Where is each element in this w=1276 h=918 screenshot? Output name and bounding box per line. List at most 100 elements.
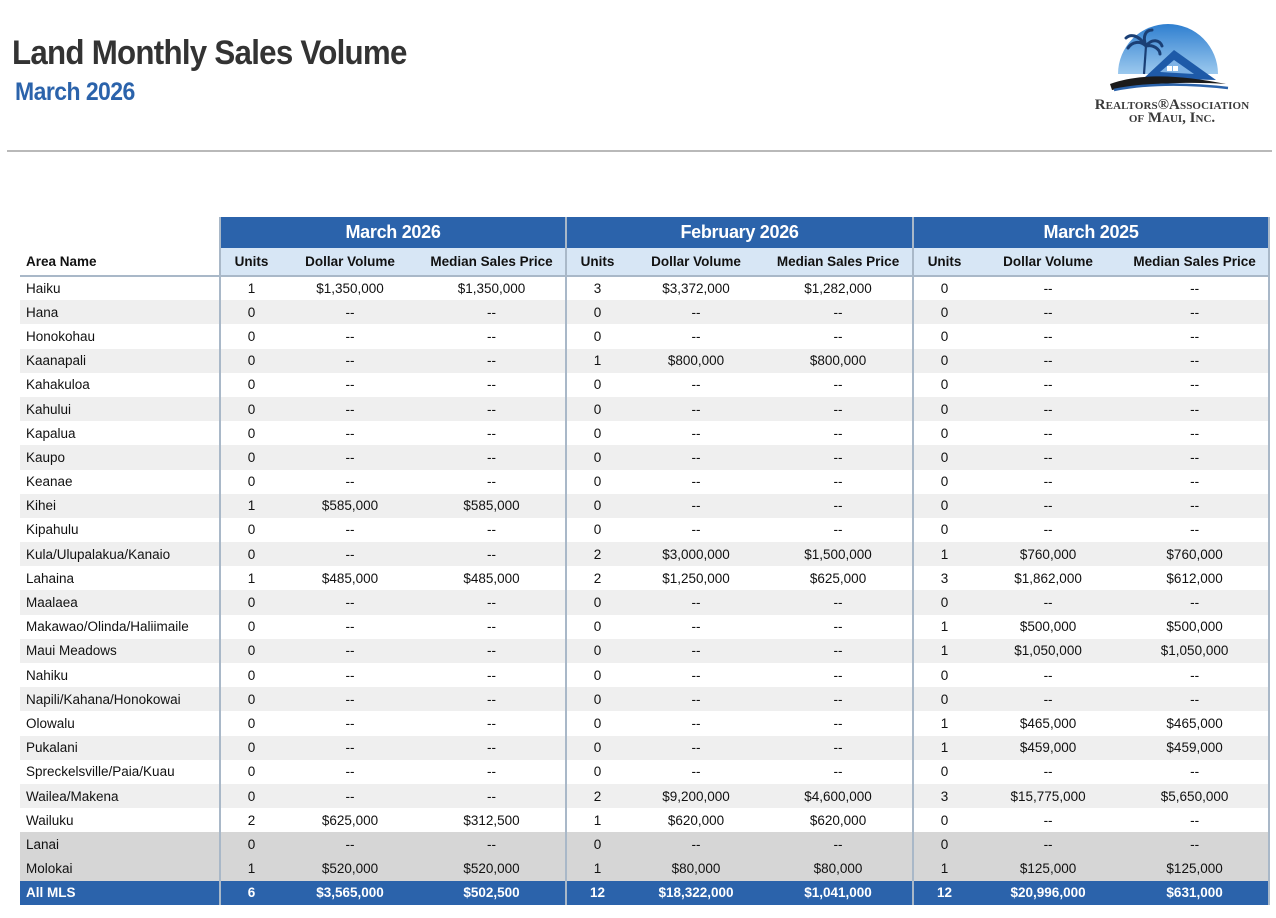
median-price-cell: -- — [1121, 396, 1271, 422]
units-cell: 2 — [219, 808, 282, 833]
area-name-cell: Pukalani — [20, 735, 220, 760]
dollar-volume-cell: -- — [628, 517, 765, 543]
median-price-cell: $312,500 — [418, 808, 567, 833]
median-price-cell: -- — [764, 372, 914, 397]
dollar-volume-cell: $1,250,000 — [628, 566, 765, 591]
house-palm-logo-icon — [1110, 24, 1229, 92]
units-cell: 12 — [912, 880, 976, 905]
dollar-volume-cell: -- — [282, 614, 418, 639]
dollar-volume-cell: -- — [282, 783, 418, 809]
dollar-volume-cell: -- — [975, 808, 1122, 833]
median-price-cell: $500,000 — [1121, 614, 1271, 639]
column-header-dollar-volume: Dollar Volume — [628, 248, 765, 277]
area-name-cell: Lahaina — [20, 566, 220, 591]
units-cell: 0 — [219, 542, 282, 567]
units-cell: 12 — [565, 880, 629, 905]
units-cell: 0 — [565, 638, 629, 663]
median-price-cell: -- — [418, 638, 567, 663]
dollar-volume-cell: -- — [282, 324, 418, 349]
dollar-volume-cell: -- — [975, 517, 1122, 543]
dollar-volume-cell: -- — [282, 517, 418, 543]
units-cell: 0 — [219, 469, 282, 494]
median-price-cell: -- — [764, 711, 914, 736]
units-cell: 0 — [219, 590, 282, 615]
table-row: Kahului 0 -- -- 0 -- -- 0 -- -- — [20, 396, 1271, 422]
column-header-median-price: Median Sales Price — [764, 248, 914, 277]
units-cell: 1 — [912, 614, 976, 639]
dollar-volume-cell: -- — [628, 759, 765, 784]
dollar-volume-cell: -- — [628, 711, 765, 736]
median-price-cell: -- — [1121, 808, 1271, 833]
median-price-cell: -- — [1121, 663, 1271, 688]
units-cell: 0 — [565, 832, 629, 857]
median-price-cell: -- — [764, 517, 914, 543]
area-name-cell: Kaanapali — [20, 348, 220, 373]
median-price-cell: -- — [764, 445, 914, 470]
median-price-cell: -- — [764, 638, 914, 663]
dollar-volume-cell: -- — [975, 396, 1122, 422]
units-cell: 0 — [912, 687, 976, 712]
units-cell: 0 — [912, 276, 976, 301]
column-header-median-price: Median Sales Price — [1121, 248, 1271, 277]
area-name-cell: Maalaea — [20, 590, 220, 615]
median-price-cell: -- — [1121, 517, 1271, 543]
units-cell: 0 — [565, 445, 629, 470]
dollar-volume-cell: $125,000 — [975, 856, 1122, 881]
dollar-volume-cell: $1,050,000 — [975, 638, 1122, 663]
median-price-cell: -- — [418, 687, 567, 712]
median-price-cell: $5,650,000 — [1121, 783, 1271, 809]
dollar-volume-cell: $20,996,000 — [975, 880, 1122, 905]
median-price-cell: -- — [1121, 469, 1271, 494]
units-cell: 0 — [565, 396, 629, 422]
median-price-cell: -- — [1121, 372, 1271, 397]
median-price-cell: -- — [764, 324, 914, 349]
dollar-volume-cell: -- — [975, 348, 1122, 373]
table-row: Kapalua 0 -- -- 0 -- -- 0 -- -- — [20, 421, 1271, 446]
units-cell: 0 — [219, 300, 282, 325]
units-cell: 0 — [565, 590, 629, 615]
dollar-volume-cell: $800,000 — [628, 348, 765, 373]
dollar-volume-cell: -- — [282, 590, 418, 615]
blank-header-cell — [20, 217, 220, 248]
units-cell: 0 — [219, 445, 282, 470]
area-name-cell: Lanai — [20, 832, 220, 857]
dollar-volume-cell: -- — [628, 638, 765, 663]
units-cell: 2 — [565, 783, 629, 809]
area-name-cell: Nahiku — [20, 663, 220, 688]
median-price-cell: -- — [1121, 759, 1271, 784]
median-price-cell: -- — [1121, 493, 1271, 518]
dollar-volume-cell: -- — [282, 735, 418, 760]
period-header-row: March 2026 February 2026 March 2025 — [20, 217, 1271, 248]
column-header-row: Area Name Units Dollar Volume Median Sal… — [20, 248, 1271, 277]
header-divider — [7, 150, 1272, 152]
median-price-cell: -- — [764, 493, 914, 518]
dollar-volume-cell: -- — [282, 445, 418, 470]
dollar-volume-cell: -- — [282, 832, 418, 857]
median-price-cell: -- — [1121, 687, 1271, 712]
dollar-volume-cell: $3,000,000 — [628, 542, 765, 567]
dollar-volume-cell: $459,000 — [975, 735, 1122, 760]
logo-text-line1: Realtors®Association — [1094, 97, 1250, 113]
units-cell: 0 — [565, 759, 629, 784]
dollar-volume-cell: $15,775,000 — [975, 783, 1122, 809]
units-cell: 0 — [565, 517, 629, 543]
dollar-volume-cell: $3,372,000 — [628, 276, 765, 301]
median-price-cell: -- — [1121, 300, 1271, 325]
median-price-cell: -- — [764, 663, 914, 688]
dollar-volume-cell: -- — [282, 663, 418, 688]
median-price-cell: -- — [1121, 445, 1271, 470]
dollar-volume-cell: -- — [628, 614, 765, 639]
table-row: Kaanapali 0 -- -- 1 $800,000 $800,000 0 -- -- — [20, 348, 1271, 373]
median-price-cell: $520,000 — [418, 856, 567, 881]
table-row: Pukalani 0 -- -- 0 -- -- 1 $459,000 $459,000 — [20, 735, 1271, 760]
median-price-cell: -- — [764, 832, 914, 857]
dollar-volume-cell: $625,000 — [282, 808, 418, 833]
dollar-volume-cell: $80,000 — [628, 856, 765, 881]
column-header-units: Units — [565, 248, 629, 277]
dollar-volume-cell: $620,000 — [628, 808, 765, 833]
median-price-cell: -- — [764, 759, 914, 784]
area-name-cell: Kihei — [20, 493, 220, 518]
dollar-volume-cell: -- — [628, 396, 765, 422]
dollar-volume-cell: -- — [975, 493, 1122, 518]
dollar-volume-cell: -- — [975, 276, 1122, 301]
